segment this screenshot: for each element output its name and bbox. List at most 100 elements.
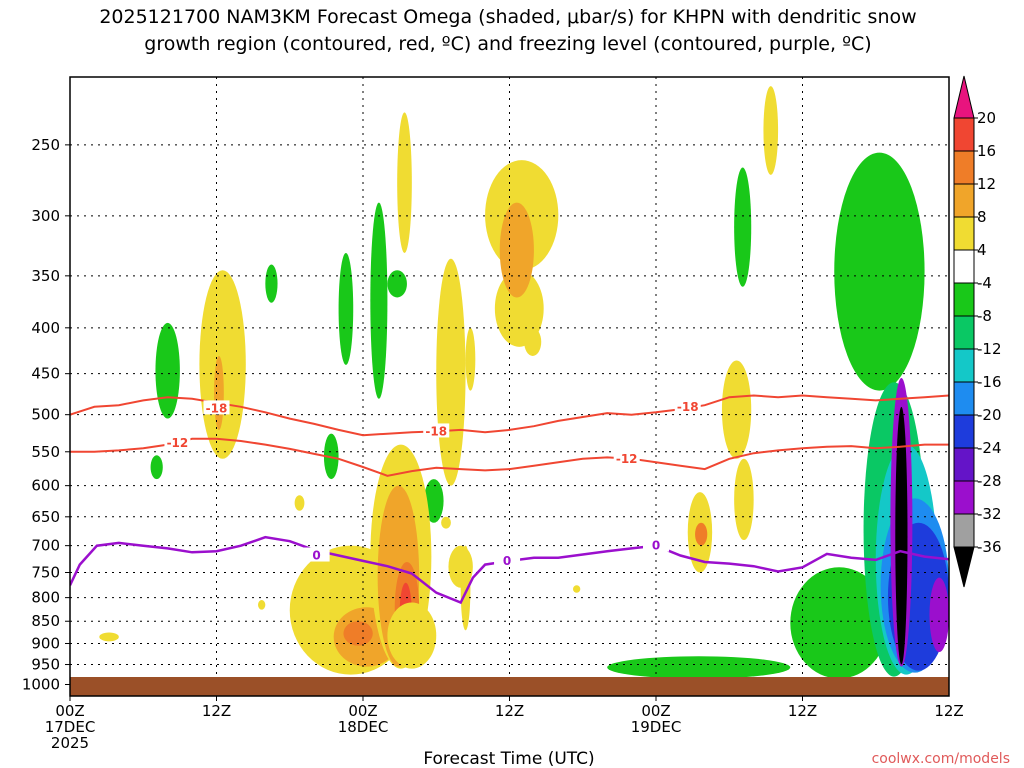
- label-minus12-a-bg: [164, 435, 191, 450]
- x-axis-title: Forecast Time (UTC): [423, 749, 594, 768]
- omega-cell-32: [448, 545, 473, 588]
- label-zero-a: 0: [312, 549, 320, 563]
- x-tick-label-4-0: 00Z: [641, 702, 670, 720]
- colorbar-label-9: -20: [977, 406, 1002, 424]
- x-tick-label-4-1: 19DEC: [631, 718, 682, 736]
- colorbar-label-2: 12: [977, 175, 996, 193]
- colorbar-label-7: -12: [977, 340, 1002, 358]
- omega-cell-40: [695, 522, 708, 546]
- omega-cell-37: [524, 327, 542, 356]
- colorbar-label-6: -8: [977, 307, 992, 325]
- omega-cell-3: [338, 252, 354, 365]
- label-zero-c-bg: [643, 537, 669, 552]
- contour-minus12: [70, 437, 949, 477]
- x-tick-label-0-1: 17DEC: [45, 718, 96, 736]
- omega-cell-18: [895, 406, 908, 665]
- colorbar-label-1: 16: [977, 142, 996, 160]
- y-tick-label-500: 500: [31, 406, 60, 424]
- colorbar-swatch-7: [953, 315, 975, 350]
- omega-cell-30: [436, 258, 466, 486]
- label-minus18-c-bg: [674, 398, 701, 413]
- omega-cell-38: [721, 360, 752, 459]
- omega-cell-47: [294, 495, 305, 511]
- omega-cell-17: [929, 577, 949, 653]
- omega-cell-11: [607, 656, 791, 679]
- omega-cell-44: [258, 600, 266, 610]
- x-tick-label-2-1: 18DEC: [338, 718, 389, 736]
- colorbar-swatch-2: [953, 150, 975, 185]
- colorbar-label-4: 4: [977, 241, 987, 259]
- y-tick-label-950: 950: [31, 656, 60, 674]
- omega-cell-2: [265, 264, 278, 303]
- label-zero-a-bg: [303, 547, 330, 562]
- chart-title-line2: growth region (contoured, red, ºC) and f…: [144, 33, 871, 55]
- y-tick-label-300: 300: [31, 207, 60, 225]
- y-tick-label-350: 350: [31, 267, 60, 285]
- colorbar-label-12: -32: [977, 505, 1002, 523]
- y-tick-label-850: 850: [31, 612, 60, 630]
- contour-freezing-level: [70, 535, 949, 605]
- x-tick-label-0-2: 2025: [51, 734, 89, 752]
- y-axis-pressure-levels: 250 300 350 400 450 500 550 600 650 700 750 800 850 9…: [22, 136, 70, 693]
- colorbar-swatch-9: [953, 381, 975, 416]
- chart-title-line1: 2025121700 NAM3KM Forecast Omega (shaded…: [99, 6, 916, 28]
- omega-cell-5: [370, 202, 388, 399]
- label-minus18-a-bg: [203, 400, 230, 415]
- colorbar-swatch-5: [953, 249, 975, 284]
- credit-link[interactable]: coolwx.com/models: [872, 751, 1010, 767]
- omega-shading: [99, 86, 949, 679]
- colorbar-label-11: -28: [977, 472, 1002, 490]
- omega-cell-36: [499, 202, 534, 298]
- omega-cell-10: [790, 567, 888, 679]
- x-tick-label-5-0: 12Z: [788, 702, 817, 720]
- colorbar-swatch-11: [953, 447, 975, 482]
- omega-cell-0: [155, 322, 180, 419]
- x-tick-label-2-0: 00Z: [348, 702, 377, 720]
- colorbar-label-5: -4: [977, 274, 992, 292]
- ground-terrain: [70, 677, 949, 696]
- label-minus12-b-bg: [613, 450, 640, 465]
- colorbar-swatch-6: [953, 282, 975, 317]
- omega-cell-29: [397, 112, 412, 253]
- omega-cell-19: [199, 270, 246, 459]
- omega-cell-42: [763, 86, 779, 175]
- y-tick-label-700: 700: [31, 537, 60, 555]
- colorbar-swatch-8: [953, 348, 975, 383]
- x-tick-label-0-0: 00Z: [55, 702, 84, 720]
- omega-cell-28: [387, 602, 437, 669]
- y-tick-label-600: 600: [31, 477, 60, 495]
- omega-cell-35: [494, 270, 544, 347]
- omega-cell-6: [387, 270, 407, 298]
- label-zero-b: 0: [503, 554, 511, 568]
- colorbar-label-8: -16: [977, 373, 1002, 391]
- colorbar-label-3: 8: [977, 208, 987, 226]
- omega-cell-8: [734, 167, 752, 287]
- x-tick-label-1-0: 12Z: [202, 702, 231, 720]
- y-tick-label-1000: 1000: [22, 675, 60, 693]
- label-minus12-b: -12: [616, 452, 638, 466]
- y-tick-label-400: 400: [31, 319, 60, 337]
- colorbar-label-13: -36: [977, 538, 1002, 556]
- omega-cell-23: [343, 621, 373, 646]
- omega-cell-43: [99, 632, 119, 642]
- omega-cell-7: [424, 479, 444, 523]
- label-minus18-a: -18: [206, 401, 228, 415]
- y-tick-label-650: 650: [31, 508, 60, 526]
- colorbar-legend: 20 16 12 8 4 -4 -8 -12 -16 -20 -24 -28 -32 -36: [953, 75, 1002, 588]
- y-tick-label-900: 900: [31, 634, 60, 652]
- colorbar-swatch-12: [953, 480, 975, 515]
- omega-cell-41: [734, 458, 754, 541]
- label-minus18-b: -18: [425, 424, 447, 438]
- x-tick-label-3-0: 12Z: [495, 702, 524, 720]
- colorbar-label-0: 20: [977, 109, 996, 127]
- colorbar-cap-bottom: [953, 546, 975, 588]
- colorbar-swatch-4: [953, 216, 975, 251]
- contour-lines: -18 -18 -18 -12 -12 0 0 0: [70, 394, 949, 605]
- colorbar-swatch-10: [953, 414, 975, 449]
- x-tick-label-end: 12Z: [934, 702, 963, 720]
- omega-cell-45: [572, 585, 581, 593]
- colorbar-cap-top: [953, 75, 975, 119]
- omega-cell-1: [150, 455, 163, 480]
- omega-cell-46: [441, 516, 451, 529]
